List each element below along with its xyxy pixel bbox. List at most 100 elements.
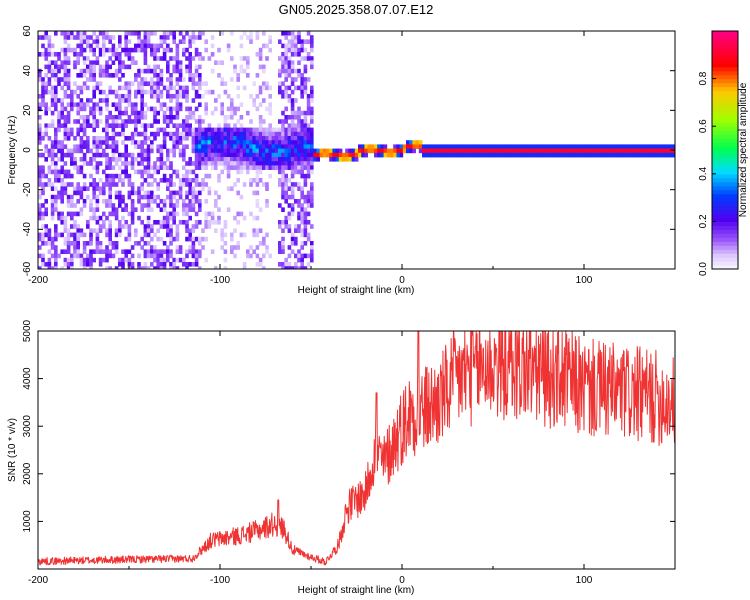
heatmap-cell — [143, 31, 148, 36]
heatmap-cell — [188, 262, 192, 267]
heatmap-cell — [89, 161, 93, 166]
heatmap-cell — [124, 123, 128, 128]
heatmap-cell — [47, 106, 52, 112]
heatmap-cell — [246, 131, 250, 137]
heatmap-cell — [108, 89, 112, 95]
heatmap-cell — [310, 119, 314, 124]
heatmap-cell — [150, 68, 154, 74]
heatmap-cell — [146, 64, 151, 70]
heatmap-cell — [265, 43, 269, 49]
heatmap-cell — [652, 144, 656, 149]
heatmap-cell — [278, 220, 282, 225]
heatmap-cell — [178, 102, 183, 107]
heatmap-cell — [162, 136, 167, 141]
heatmap-cell — [214, 152, 218, 158]
heatmap-cell — [258, 85, 263, 91]
y-tick-label: 4000 — [22, 367, 33, 390]
heatmap-cell — [201, 140, 205, 145]
heatmap-cell — [44, 35, 48, 40]
heatmap-cell — [415, 140, 420, 145]
heatmap-cell — [175, 173, 180, 179]
heatmap-cell — [98, 68, 103, 74]
heatmap-cell — [194, 52, 199, 57]
heatmap-cell — [300, 140, 304, 145]
heatmap-cell — [114, 56, 119, 61]
heatmap-cell — [150, 131, 154, 137]
heatmap-cell — [73, 190, 77, 196]
heatmap-cell — [50, 157, 55, 162]
heatmap-cell — [111, 35, 116, 40]
heatmap-cell — [185, 127, 189, 133]
heatmap-cell — [63, 52, 68, 57]
heatmap-cell — [108, 39, 112, 44]
heatmap-cell — [233, 64, 237, 70]
heatmap-cell — [169, 211, 173, 217]
heatmap-cell — [185, 169, 189, 175]
heatmap-cell — [649, 144, 653, 149]
heatmap-cell — [54, 136, 58, 141]
heatmap-cell — [258, 140, 263, 145]
heatmap-cell — [214, 161, 218, 166]
heatmap-cell — [70, 161, 74, 166]
heatmap-cell — [92, 194, 96, 200]
heatmap-cell — [82, 249, 87, 254]
heatmap-cell — [252, 152, 256, 158]
heatmap-cell — [287, 144, 292, 149]
heatmap-cell — [166, 64, 170, 70]
heatmap-cell — [297, 249, 301, 254]
heatmap-cell — [70, 241, 74, 246]
heatmap-cell — [66, 236, 71, 242]
heatmap-cell — [230, 232, 234, 238]
heatmap-cell — [236, 245, 240, 250]
heatmap-cell — [194, 152, 199, 158]
heatmap-cell — [252, 140, 256, 145]
heatmap-cell — [57, 178, 61, 183]
heatmap-cell — [284, 144, 288, 149]
heatmap-cell — [303, 81, 308, 86]
heatmap-cell — [169, 249, 173, 254]
heatmap-cell — [374, 152, 378, 158]
colorbar-tick-label: 0.2 — [698, 214, 709, 228]
heatmap-cell — [210, 249, 215, 254]
heatmap-cell — [313, 152, 317, 158]
heatmap-cell — [281, 182, 285, 187]
heatmap-cell — [258, 148, 263, 154]
heatmap-cell — [108, 249, 112, 254]
heatmap-cell — [92, 249, 96, 254]
heatmap-cell — [127, 262, 132, 267]
heatmap-cell — [178, 148, 183, 154]
heatmap-cell — [210, 152, 215, 158]
heatmap-cell — [86, 140, 90, 145]
heatmap-cell — [130, 157, 135, 162]
heatmap-cell — [182, 123, 186, 128]
heatmap-cell — [137, 35, 141, 40]
heatmap-cell — [290, 152, 295, 158]
colorbar-cell — [712, 38, 738, 44]
heatmap-cell — [508, 148, 512, 154]
heatmap-cell — [351, 148, 356, 154]
heatmap-cell — [217, 220, 221, 225]
heatmap-cell — [102, 182, 106, 187]
heatmap-cell — [79, 207, 84, 212]
heatmap-cell — [143, 115, 148, 120]
heatmap-cell — [201, 161, 205, 166]
heatmap-cell — [543, 144, 548, 149]
heatmap-cell — [220, 232, 224, 238]
heatmap-cell — [146, 241, 151, 246]
heatmap-cell — [98, 186, 103, 191]
heatmap-cell — [223, 123, 228, 128]
heatmap-cell — [297, 60, 301, 65]
heatmap-cell — [194, 140, 199, 145]
heatmap-cell — [204, 165, 208, 170]
heatmap-cell — [191, 56, 196, 61]
heatmap-cell — [502, 144, 506, 149]
heatmap-cell — [105, 131, 109, 137]
heatmap-cell — [105, 68, 109, 74]
heatmap-cell — [252, 127, 256, 133]
heatmap-cell — [114, 52, 119, 57]
heatmap-cell — [146, 173, 151, 179]
heatmap-cell — [162, 140, 167, 145]
heatmap-cell — [102, 190, 106, 196]
heatmap-cell — [438, 148, 442, 154]
heatmap-cell — [57, 77, 61, 82]
